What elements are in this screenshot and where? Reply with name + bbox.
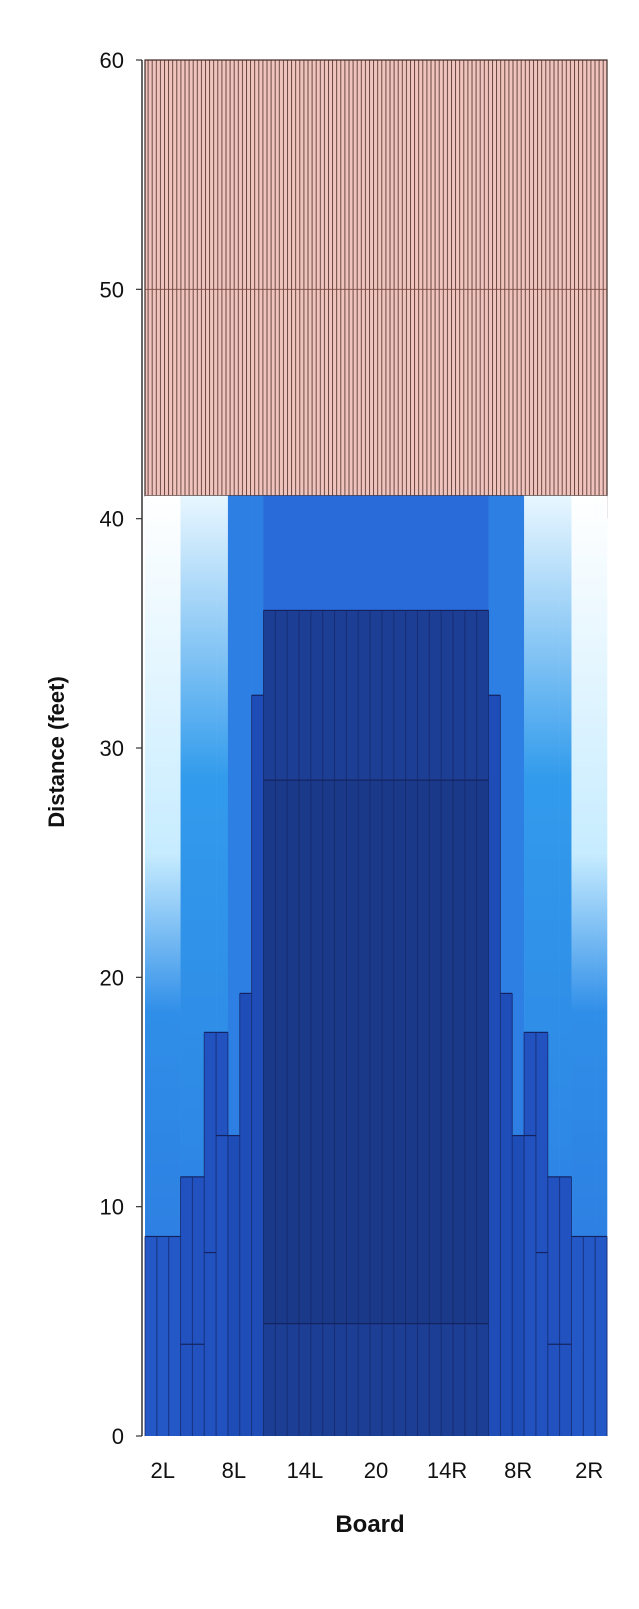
- dry-board-18L: [346, 60, 359, 496]
- y-tick-label: 30: [100, 736, 124, 761]
- dry-board-10L: [251, 60, 264, 496]
- dry-backend-region: [144, 59, 608, 519]
- oil-fade-3R: [571, 495, 584, 1436]
- board-lines: [144, 288, 608, 1436]
- x-tick-label: 20: [364, 1458, 388, 1483]
- oil-bar-2R: [583, 1236, 596, 1436]
- dry-board-9R: [500, 60, 513, 496]
- oil-bar-6R: [535, 1032, 549, 1436]
- oil-bar-1R: [595, 1236, 608, 1436]
- oil-bar-8L: [227, 1135, 241, 1436]
- x-tick-label: 14L: [287, 1458, 324, 1483]
- dry-board-13R: [453, 60, 466, 496]
- y-axis-ticks: 0 10 20 30 40 50 60: [100, 48, 142, 1449]
- dry-board-6L: [204, 60, 217, 496]
- dry-board-7L: [216, 60, 229, 496]
- oil-bar-7L: [216, 1032, 229, 1436]
- oil-bar-5R: [547, 1176, 560, 1436]
- oil-bar-2L: [156, 1236, 169, 1436]
- oil-region: [145, 495, 608, 1436]
- dry-board-18R: [393, 60, 406, 496]
- dry-board-19R: [381, 60, 395, 496]
- oil-bar-9R: [500, 993, 513, 1436]
- dry-board-16R: [417, 60, 430, 496]
- dry-board-8R: [512, 60, 525, 496]
- oil-bar-3L: [168, 1236, 181, 1436]
- oil-bar-1L: [145, 1236, 158, 1436]
- oil-bar-3R: [571, 1236, 584, 1436]
- oil-fade-3L: [168, 495, 181, 1436]
- oil-bar-8R: [512, 1135, 525, 1436]
- oil-core-band: [263, 780, 489, 1324]
- dry-board-14R: [441, 60, 454, 496]
- dry-board-17L: [334, 60, 347, 496]
- oil-fade-1R: [595, 495, 608, 1436]
- oil-bar-10L: [251, 695, 264, 1436]
- dry-board-15R: [429, 60, 442, 496]
- dry-board-8L: [227, 60, 241, 496]
- oil-bar-6L: [204, 1032, 217, 1436]
- y-tick-label: 20: [100, 965, 124, 990]
- y-tick-label: 0: [112, 1424, 124, 1449]
- dry-board-11R: [476, 60, 489, 496]
- dry-board-12R: [464, 60, 477, 496]
- dry-board-6R: [535, 60, 549, 496]
- x-tick-label: 8R: [504, 1458, 532, 1483]
- oil-bar-5L: [192, 1176, 205, 1436]
- oil-bar-7R: [524, 1032, 537, 1436]
- y-tick-label: 40: [100, 507, 124, 532]
- oil-bar-9L: [239, 993, 252, 1436]
- y-tick-label: 50: [100, 277, 124, 302]
- dry-board-12L: [275, 60, 288, 496]
- dry-board-19L: [358, 60, 371, 496]
- oil-bar-4L: [180, 1176, 193, 1436]
- dry-board-11L: [263, 60, 276, 496]
- oil-fade-1L: [145, 495, 158, 1436]
- dry-board-17R: [405, 60, 418, 496]
- oil-center-top: [263, 495, 489, 611]
- dry-board-5R: [547, 60, 560, 496]
- dry-board-13L: [287, 60, 300, 496]
- x-tick-label: 8L: [222, 1458, 246, 1483]
- dry-board-10R: [488, 60, 501, 496]
- x-tick-label: 2L: [151, 1458, 175, 1483]
- dry-board-4L: [180, 60, 193, 496]
- dry-board-16L: [322, 60, 335, 496]
- x-axis-ticks: 2L 8L 14L 20 14R 8R 2R: [151, 1458, 604, 1483]
- dry-board-20: [370, 60, 383, 496]
- dry-board-4R: [559, 60, 572, 496]
- x-axis-label: Board: [335, 1511, 404, 1538]
- x-tick-label: 2R: [575, 1458, 603, 1483]
- oil-fade-2L: [156, 495, 169, 1436]
- x-tick-label: 14R: [427, 1458, 467, 1483]
- dry-board-15L: [310, 60, 323, 496]
- y-tick-label: 60: [100, 48, 124, 73]
- oil-bar-10R: [488, 695, 501, 1436]
- y-tick-label: 10: [100, 1195, 124, 1220]
- dry-board-7R: [524, 60, 537, 496]
- dry-board-9L: [239, 60, 252, 496]
- y-axis-label: Distance (feet): [44, 676, 69, 828]
- oil-bar-4R: [559, 1176, 572, 1436]
- dry-board-14L: [299, 60, 312, 496]
- dry-board-5L: [192, 60, 205, 496]
- oil-fade-2R: [583, 495, 596, 1436]
